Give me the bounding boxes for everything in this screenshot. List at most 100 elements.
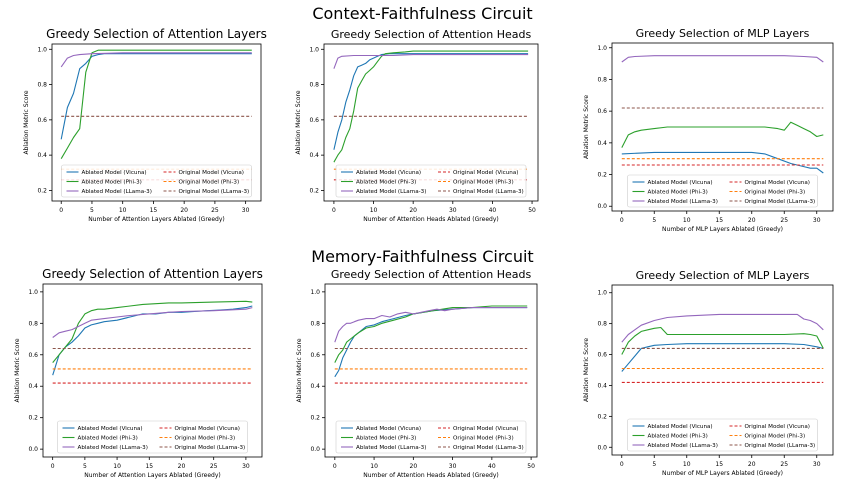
legend: Ablated Model (Vicuna) Original Model (Vi… [627, 174, 818, 208]
x-tick-label: 30 [449, 207, 457, 214]
chart-title: Greedy Selection of Attention Layers [42, 267, 263, 281]
y-tick-label: 0.4 [309, 152, 319, 159]
legend-label: Ablated Model (Phi-3) [356, 180, 416, 186]
y-tick-label: 0.4 [597, 382, 607, 389]
x-tick-label: 20 [180, 207, 188, 214]
legend-label: Ablated Model (Phi-3) [648, 434, 708, 440]
y-tick-label: 1.0 [28, 289, 38, 296]
series-line-vicuna [334, 307, 528, 378]
legend-label: Original Model (LLama-3) [745, 199, 816, 205]
x-tick-label: 0 [332, 207, 336, 214]
y-tick-label: 0.6 [28, 352, 38, 359]
x-tick-label: 30 [449, 463, 457, 470]
y-axis-label: Ablation Metric Score [583, 338, 590, 402]
legend-label: Original Model (Vicuna) [175, 426, 240, 432]
legend-label: Ablated Model (LLama-3) [356, 189, 426, 195]
x-tick-label: 30 [242, 207, 250, 214]
y-tick-label: 0.2 [597, 172, 607, 179]
series-line-llama3 [52, 307, 253, 338]
x-tick-label: 5 [652, 461, 656, 468]
x-tick-label: 0 [59, 207, 63, 214]
series-line-phi3 [334, 305, 528, 363]
legend-label: Original Model (LLama-3) [745, 443, 816, 449]
x-tick-label: 20 [410, 463, 418, 470]
legend-frame [627, 418, 818, 452]
x-tick-label: 20 [748, 461, 756, 468]
legend-label: Ablated Model (LLama-3) [648, 199, 718, 205]
legend-label: Original Model (LLama-3) [175, 445, 246, 451]
y-tick-label: 0.8 [310, 320, 320, 327]
chart-context-attention-heads: Greedy Selection of Attention Heads 0 10 20… [295, 28, 539, 223]
y-tick-label: 0.0 [310, 446, 320, 453]
x-tick-label: 10 [370, 207, 378, 214]
series-line-vicuna [60, 53, 252, 140]
section-title-memory: Memory-Faithfulness Circuit [311, 247, 534, 266]
y-axis-label: Ablation Metric Score [14, 338, 21, 402]
x-tick-label: 40 [488, 463, 496, 470]
legend-label: Ablated Model (LLama-3) [356, 445, 426, 451]
legend-label: Ablated Model (Vicuna) [82, 170, 147, 176]
y-tick-label: 1.0 [309, 46, 319, 53]
legend-label: Original Model (Phi-3) [179, 180, 240, 186]
x-axis-label: Number of Attention Layers Ablated (Gree… [88, 216, 225, 223]
series-line-llama3 [60, 52, 252, 68]
series-line-llama3 [334, 307, 528, 343]
y-tick-label: 0.6 [309, 117, 319, 124]
x-tick-label: 30 [813, 461, 821, 468]
legend-label: Original Model (LLama-3) [453, 445, 524, 451]
x-tick-label: 10 [113, 463, 121, 470]
series-line-vicuna [621, 151, 824, 174]
x-tick-label: 0 [620, 217, 624, 224]
legend-frame [627, 174, 818, 208]
x-tick-label: 10 [683, 217, 691, 224]
y-tick-label: 0.4 [28, 383, 38, 390]
chart-title: Greedy Selection of Attention Layers [46, 27, 267, 41]
legend-label: Original Model (LLama-3) [453, 189, 524, 195]
y-tick-label: 1.0 [597, 290, 607, 297]
legend-label: Ablated Model (LLama-3) [648, 443, 718, 449]
series-line-phi3 [333, 50, 529, 163]
y-tick-label: 0.6 [310, 352, 320, 359]
y-axis-label: Ablation Metric Score [295, 90, 302, 154]
chart-title: Greedy Selection of Attention Heads [331, 28, 532, 41]
legend: Ablated Model (Vicuna) Original Model (Vi… [627, 418, 818, 452]
plot-frame [51, 43, 262, 202]
legend-label: Original Model (Vicuna) [745, 180, 810, 186]
x-tick-label: 25 [780, 461, 788, 468]
legend-label: Original Model (Phi-3) [745, 434, 806, 440]
legend-frame [61, 164, 252, 198]
chart-memory-mlp-layers: Greedy Selection of MLP Layers 0 5 10 15 20 25… [583, 269, 834, 477]
x-axis-label: Number of MLP Layers Ablated (Greedy) [662, 226, 783, 233]
y-tick-label: 1.0 [37, 46, 47, 53]
plot-frame [611, 42, 834, 212]
y-axis-label: Ablation Metric Score [583, 95, 590, 159]
legend-label: Original Model (Vicuna) [453, 170, 518, 176]
x-axis-label: Number of Attention Heads Ablated (Greed… [363, 472, 498, 479]
x-tick-label: 15 [715, 217, 723, 224]
y-tick-label: 0.8 [309, 82, 319, 89]
chart-memory-attention-heads: Greedy Selection of Attention Heads 0 10 20… [296, 268, 538, 479]
x-tick-label: 0 [333, 463, 337, 470]
series-line-phi3 [621, 121, 824, 148]
series-line-phi3 [52, 300, 253, 363]
x-tick-label: 25 [780, 217, 788, 224]
y-tick-label: 0.0 [28, 446, 38, 453]
y-tick-label: 0.8 [597, 321, 607, 328]
y-tick-label: 0.4 [310, 383, 320, 390]
chart-memory-attention-layers: Greedy Selection of Attention Layers 0 5 10… [14, 267, 263, 479]
x-tick-label: 5 [652, 217, 656, 224]
plot-frame [42, 283, 263, 458]
legend-label: Ablated Model (Vicuna) [648, 180, 713, 186]
y-axis-label: Ablation Metric Score [23, 90, 30, 154]
x-tick-label: 20 [409, 207, 417, 214]
series-line-llama3 [621, 55, 824, 63]
y-tick-label: 0.2 [28, 415, 38, 422]
y-tick-label: 0.8 [28, 320, 38, 327]
legend-label: Ablated Model (Phi-3) [82, 180, 142, 186]
legend-frame [335, 164, 527, 198]
y-tick-label: 0.2 [310, 415, 320, 422]
chart-title: Greedy Selection of MLP Layers [636, 269, 810, 282]
legend-label: Ablated Model (Vicuna) [356, 170, 421, 176]
legend-frame [57, 420, 248, 454]
chart-title: Greedy Selection of MLP Layers [636, 27, 810, 40]
